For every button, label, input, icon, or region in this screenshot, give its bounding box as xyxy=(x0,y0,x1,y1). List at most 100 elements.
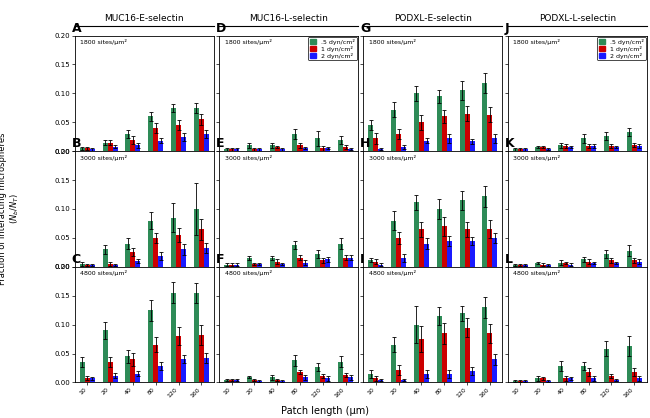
Bar xyxy=(401,147,406,151)
Bar xyxy=(343,257,348,267)
Text: H: H xyxy=(360,138,370,150)
Bar xyxy=(103,330,108,382)
Bar xyxy=(609,260,614,267)
Bar xyxy=(112,265,118,267)
Bar xyxy=(378,380,383,382)
Text: C: C xyxy=(72,253,81,266)
Bar xyxy=(536,263,541,267)
Bar xyxy=(298,257,302,267)
Bar xyxy=(84,378,90,382)
Text: B: B xyxy=(72,138,81,150)
Bar xyxy=(338,362,343,382)
Bar xyxy=(614,263,619,267)
Bar xyxy=(488,115,493,151)
Bar xyxy=(325,148,330,151)
Bar xyxy=(465,114,469,151)
Bar xyxy=(90,265,95,267)
Bar xyxy=(442,117,447,151)
Text: 1800 sites/μm²: 1800 sites/μm² xyxy=(514,39,560,45)
Bar xyxy=(148,117,153,151)
Bar xyxy=(541,147,545,151)
Bar xyxy=(194,108,199,151)
Bar xyxy=(252,380,257,382)
Bar xyxy=(460,313,465,382)
Bar xyxy=(586,262,591,267)
Bar xyxy=(632,260,637,267)
Bar xyxy=(343,147,348,151)
Bar xyxy=(84,265,90,267)
Bar xyxy=(369,260,373,267)
Bar xyxy=(437,316,442,382)
Bar xyxy=(391,110,396,151)
Bar xyxy=(465,328,469,382)
Bar xyxy=(523,381,528,382)
Bar xyxy=(401,380,406,382)
Bar xyxy=(545,381,551,382)
Bar xyxy=(158,141,163,151)
Bar xyxy=(176,235,181,267)
Bar xyxy=(568,147,573,151)
Bar xyxy=(131,359,135,382)
Bar xyxy=(252,150,257,151)
Bar xyxy=(373,138,378,151)
Bar xyxy=(112,147,118,151)
Bar xyxy=(568,378,573,382)
Bar xyxy=(469,371,474,382)
Bar xyxy=(513,381,517,382)
Bar xyxy=(581,366,586,382)
Bar xyxy=(541,378,545,382)
Bar xyxy=(125,357,131,382)
Bar xyxy=(131,140,135,151)
Bar xyxy=(80,148,84,151)
Bar xyxy=(517,150,523,151)
Bar xyxy=(401,258,406,267)
Bar xyxy=(378,265,383,267)
Bar xyxy=(135,374,140,382)
Bar xyxy=(627,251,632,267)
Bar xyxy=(558,366,564,382)
Bar xyxy=(419,122,424,151)
Bar xyxy=(460,200,465,267)
Bar xyxy=(609,376,614,382)
Bar xyxy=(517,381,523,382)
Bar xyxy=(153,345,158,382)
Bar xyxy=(523,265,528,267)
Bar xyxy=(373,378,378,382)
Bar xyxy=(125,244,131,267)
Bar xyxy=(275,147,280,151)
Bar xyxy=(234,380,239,382)
Bar xyxy=(391,345,396,382)
Bar xyxy=(632,145,637,151)
Bar xyxy=(391,221,396,267)
Bar xyxy=(378,149,383,151)
Text: 4800 sites/μm²: 4800 sites/μm² xyxy=(514,270,560,276)
Bar xyxy=(482,83,488,151)
Text: L: L xyxy=(504,253,512,266)
Bar xyxy=(224,380,229,382)
Text: MUC16-E-selectin: MUC16-E-selectin xyxy=(105,14,184,23)
Bar xyxy=(204,134,209,151)
Bar xyxy=(513,265,517,267)
Bar xyxy=(604,349,609,382)
Bar xyxy=(545,265,551,267)
Bar xyxy=(469,241,474,267)
Bar xyxy=(158,366,163,382)
Bar xyxy=(637,262,642,267)
Bar xyxy=(103,250,108,267)
Bar xyxy=(369,374,373,382)
Text: A: A xyxy=(72,22,81,35)
Bar xyxy=(135,145,140,151)
Text: 3000 sites/μm²: 3000 sites/μm² xyxy=(514,155,560,161)
Bar xyxy=(270,258,275,267)
Bar xyxy=(229,150,234,151)
Bar xyxy=(302,263,307,267)
Bar xyxy=(148,310,153,382)
Bar xyxy=(442,227,447,267)
Bar xyxy=(229,380,234,382)
Bar xyxy=(493,359,497,382)
Bar xyxy=(437,96,442,151)
Text: 1800 sites/μm²: 1800 sites/μm² xyxy=(81,39,127,45)
Bar xyxy=(257,264,262,267)
Bar xyxy=(586,372,591,382)
Bar xyxy=(581,259,586,267)
